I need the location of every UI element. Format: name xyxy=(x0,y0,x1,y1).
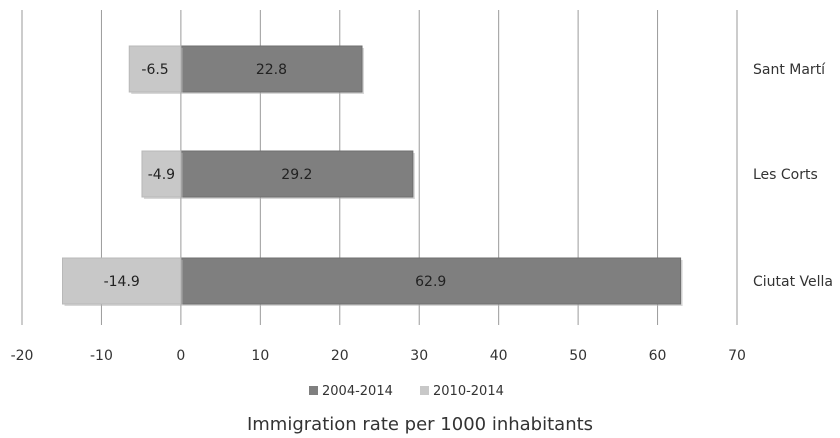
legend: 2004-2014 2010-2014 xyxy=(309,384,504,399)
x-tick-label: -20 xyxy=(11,348,34,364)
bar-sant-mart--2004-2014 xyxy=(180,45,363,93)
data-label-les-corts-2010-2014: -4.9 xyxy=(148,167,175,183)
bar-ciutat-vella-2010-2014 xyxy=(62,257,182,305)
x-tick-label: 60 xyxy=(649,348,667,364)
bar-ciutat-vella-2004-2014 xyxy=(180,257,682,305)
data-labels: 22.8 -6.5 29.2 -4.9 62.9 -14.9 xyxy=(104,62,447,290)
x-tick-label: 40 xyxy=(490,348,508,364)
data-label-ciutat-vella-2004-2014: 62.9 xyxy=(415,274,446,290)
legend-swatch-2004-2014 xyxy=(309,386,318,395)
legend-label-2004-2014: 2004-2014 xyxy=(322,384,393,399)
x-tick-label: 30 xyxy=(410,348,428,364)
x-tick-label: 50 xyxy=(569,348,587,364)
category-labels: Sant Martí Les Corts Ciutat Vella xyxy=(753,62,833,290)
category-label: Les Corts xyxy=(753,167,818,183)
data-label-ciutat-vella-2010-2014: -14.9 xyxy=(104,274,140,290)
x-tick-label: 70 xyxy=(728,348,746,364)
data-label-sant-mart--2004-2014: 22.8 xyxy=(256,62,287,78)
data-label-sant-mart--2010-2014: -6.5 xyxy=(141,62,168,78)
x-axis-title: Immigration rate per 1000 inhabitants xyxy=(247,414,593,435)
bars xyxy=(62,45,683,306)
x-tick-label: 0 xyxy=(176,348,185,364)
x-tick-label: 10 xyxy=(251,348,269,364)
bar-les-corts-2004-2014 xyxy=(180,150,414,198)
x-tick-label: -10 xyxy=(90,348,113,364)
category-label: Sant Martí xyxy=(753,62,826,78)
bar-les-corts-2010-2014 xyxy=(141,150,182,198)
legend-label-2010-2014: 2010-2014 xyxy=(433,384,504,399)
category-label: Ciutat Vella xyxy=(753,274,833,290)
bar-sant-mart--2010-2014 xyxy=(128,45,182,93)
x-tick-label: 20 xyxy=(331,348,349,364)
legend-swatch-2010-2014 xyxy=(420,386,429,395)
x-axis-ticks: -20 -10 0 10 20 30 40 50 60 70 xyxy=(11,348,746,364)
data-label-les-corts-2004-2014: 29.2 xyxy=(281,167,312,183)
